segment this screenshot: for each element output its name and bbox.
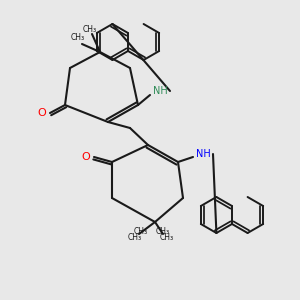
Text: CH₃: CH₃	[128, 233, 142, 242]
Text: CH₃: CH₃	[71, 34, 85, 43]
Text: CH₃: CH₃	[83, 26, 97, 34]
Text: O: O	[82, 152, 90, 162]
Text: O: O	[38, 108, 46, 118]
Text: CH₃: CH₃	[160, 233, 174, 242]
Text: NH: NH	[196, 149, 210, 159]
Text: NH: NH	[153, 86, 167, 96]
Text: CH₃: CH₃	[134, 227, 148, 236]
Text: CH₃: CH₃	[156, 227, 170, 236]
